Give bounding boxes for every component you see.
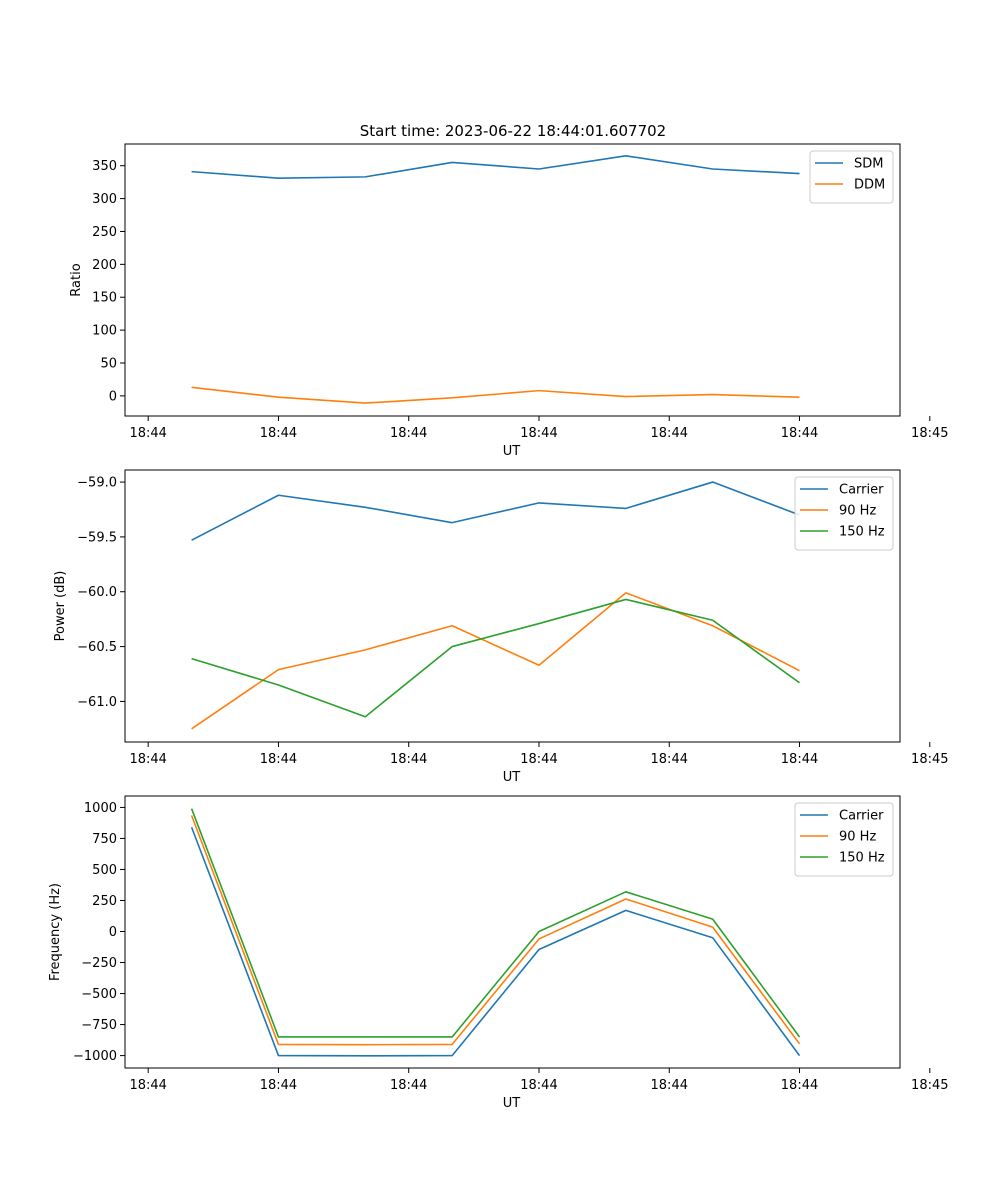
frequency-legend-label-150-hz: 150 Hz [839, 851, 885, 866]
ratio-x-tick-label: 18:44 [260, 426, 297, 441]
ratio-x-tick-label: 18:44 [129, 426, 166, 441]
power-legend-label-150-hz: 150 Hz [839, 525, 885, 540]
power-y-tick-label: −59.0 [77, 476, 117, 491]
power-series-carrier-line [191, 481, 800, 541]
frequency-y-tick-label: 500 [92, 863, 117, 878]
frequency-x-tick-label: 18:44 [651, 1078, 688, 1093]
frequency-series-carrier-line [190, 826, 801, 1057]
ratio-axes-frame [124, 143, 901, 417]
frequency-legend: Carrier 90 Hz 150 Hz [794, 802, 894, 877]
ratio-x-tick-label: 18:44 [520, 426, 557, 441]
power-legend-label-90-hz: 90 Hz [839, 504, 876, 519]
ratio-legend: SDM DDM [809, 150, 894, 204]
ratio-series-ddm-line [191, 386, 800, 404]
ratio-y-tick-label: 0 [109, 389, 117, 404]
power-x-tick-label: 18:45 [911, 752, 948, 767]
frequency-axes-frame [124, 795, 901, 1069]
frequency-y-tick-label: 750 [92, 832, 117, 847]
power-y-axis-label: Power (dB) [53, 571, 68, 642]
ratio-y-tick-label: 350 [92, 159, 117, 174]
frequency-x-axis-label: UT [503, 1096, 521, 1111]
power-x-tick-label: 18:44 [129, 752, 166, 767]
frequency-legend-label-90-hz: 90 Hz [839, 830, 876, 845]
ratio-y-axis-label: Ratio [69, 263, 84, 296]
power-plot-area [125, 470, 900, 742]
ratio-series-sdm-line [191, 155, 800, 179]
ratio-legend-label-sdm: SDM [854, 157, 883, 172]
frequency-panel: 18:44 18:44 18:44 18:44 18:44 18:44 18:45 1000 7… [48, 795, 949, 1111]
ratio-y-tick-label: 100 [92, 324, 117, 339]
frequency-x-tick-label: 18:44 [129, 1078, 166, 1093]
frequency-x-tick-label: 18:44 [520, 1078, 557, 1093]
frequency-x-tick-label: 18:44 [260, 1078, 297, 1093]
power-legend: Carrier 90 Hz 150 Hz [794, 476, 894, 551]
frequency-y-tick-label: −250 [81, 956, 117, 971]
frequency-x-tick-label: 18:45 [911, 1078, 948, 1093]
frequency-x-tick-label: 18:44 [781, 1078, 818, 1093]
power-y-tick-label: −60.5 [77, 640, 117, 655]
frequency-series-90-hz-line [190, 815, 801, 1046]
ratio-y-tick-label: 300 [92, 192, 117, 207]
frequency-y-tick-label: −1000 [73, 1049, 117, 1064]
power-x-axis-label: UT [503, 770, 521, 785]
power-series-150-hz-line [191, 598, 800, 718]
ratio-y-tick-label: 200 [92, 258, 117, 273]
power-x-tick-label: 18:44 [651, 752, 688, 767]
power-y-tick-label: −61.0 [77, 695, 117, 710]
power-x-tick-label: 18:44 [781, 752, 818, 767]
frequency-y-tick-label: −500 [81, 987, 117, 1002]
frequency-y-tick-label: 250 [92, 894, 117, 909]
ratio-legend-box [809, 150, 894, 204]
power-y-tick-label: −60.0 [77, 585, 117, 600]
frequency-y-tick-label: −750 [81, 1018, 117, 1033]
power-legend-label-carrier: Carrier [839, 483, 884, 498]
frequency-legend-label-carrier: Carrier [839, 809, 884, 824]
ratio-x-tick-label: 18:45 [911, 426, 948, 441]
power-x-tick-label: 18:44 [260, 752, 297, 767]
ratio-panel: 18:44 18:44 18:44 18:44 18:44 18:44 18:45 0 50 10… [69, 143, 949, 459]
ratio-x-axis-label: UT [503, 444, 521, 459]
ratio-x-tick-label: 18:44 [651, 426, 688, 441]
power-x-tick-label: 18:44 [390, 752, 427, 767]
frequency-x-tick-label: 18:44 [390, 1078, 427, 1093]
power-axes-frame [124, 469, 901, 743]
frequency-series-150-hz-line [190, 808, 801, 1038]
power-y-tick-label: −59.5 [77, 530, 117, 545]
ratio-legend-label-ddm: DDM [854, 178, 885, 193]
frequency-plot-area [125, 796, 900, 1068]
power-panel: 18:44 18:44 18:44 18:44 18:44 18:44 18:45 −59.0… [53, 469, 949, 785]
power-series-90-hz-line [191, 592, 800, 730]
ratio-y-tick-label: 250 [92, 225, 117, 240]
ratio-x-tick-label: 18:44 [781, 426, 818, 441]
frequency-y-axis-label: Frequency (Hz) [48, 883, 63, 981]
ratio-x-tick-label: 18:44 [390, 426, 427, 441]
ratio-y-tick-label: 50 [100, 356, 117, 371]
ratio-plot-area [125, 144, 900, 416]
figure-title: Start time: 2023-06-22 18:44:01.607702 [360, 122, 666, 140]
frequency-y-tick-label: 1000 [84, 801, 117, 816]
frequency-y-tick-label: 0 [109, 925, 117, 940]
ratio-y-tick-label: 150 [92, 291, 117, 306]
power-x-tick-label: 18:44 [520, 752, 557, 767]
